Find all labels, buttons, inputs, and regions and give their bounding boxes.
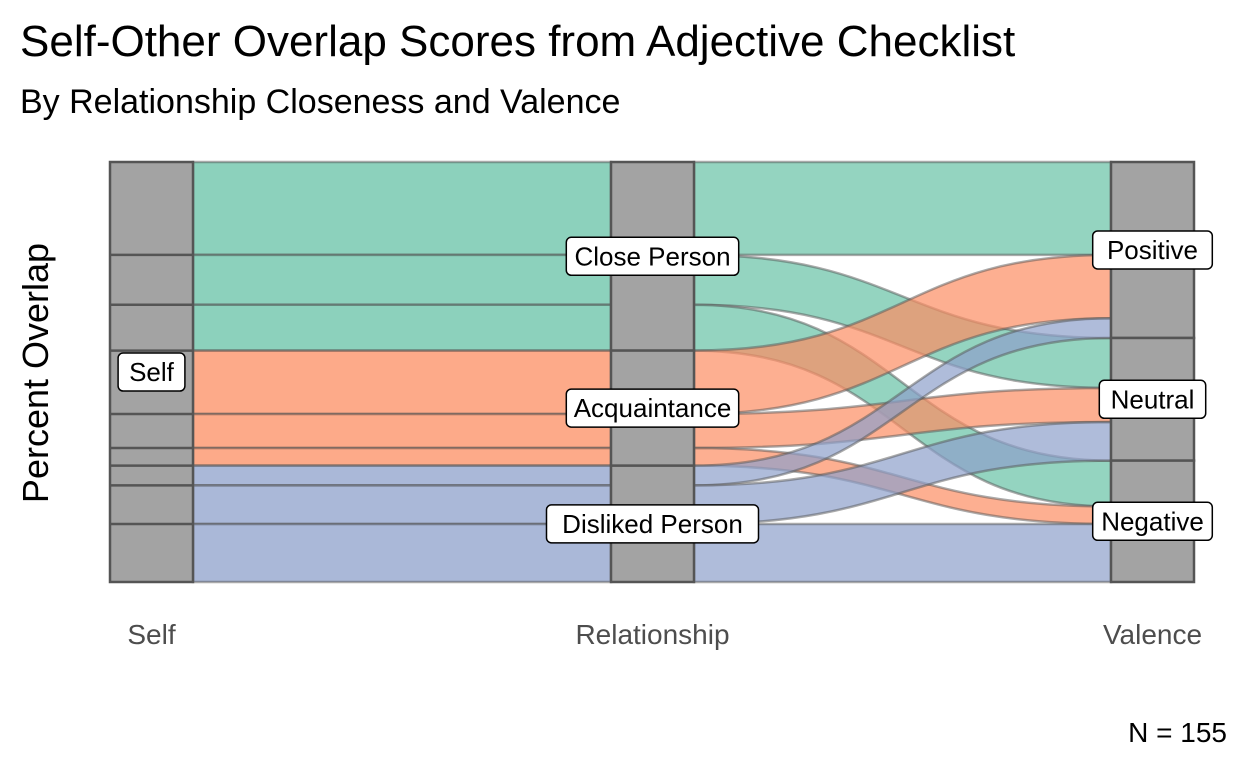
stratum-label-box bbox=[545, 504, 760, 544]
stratum-label-box bbox=[1091, 230, 1214, 270]
chart-subtitle: By Relationship Closeness and Valence bbox=[20, 83, 620, 121]
stratum-label-acquaintance: Acquaintance bbox=[565, 388, 740, 428]
x-tick-label-self: Self bbox=[127, 619, 175, 650]
stratum-label-close-person: Close Person bbox=[565, 236, 740, 277]
stratum-label-positive: Positive bbox=[1091, 230, 1214, 270]
stratum-label-text-self: Self bbox=[129, 357, 175, 387]
stratum-label-text-acquaintance: Acquaintance bbox=[574, 393, 732, 423]
y-axis-label: Percent Overlap bbox=[15, 243, 56, 503]
stratum-label-box bbox=[565, 236, 740, 277]
stratum-label-box bbox=[565, 388, 740, 428]
stratum-label-text-close-person: Close Person bbox=[574, 241, 730, 271]
flow-self-acquaintance-positive bbox=[191, 349, 613, 416]
x-axis-labels: Self Relationship Valence bbox=[127, 619, 1202, 650]
flows-layer bbox=[191, 160, 1113, 584]
flow-close-person-to-positive bbox=[692, 160, 1113, 257]
x-tick-label-valence: Valence bbox=[1103, 619, 1202, 650]
flow-self-close-person-positive bbox=[191, 160, 613, 257]
stratum-label-box bbox=[117, 352, 186, 392]
flow-self-acquaintance-neutral bbox=[191, 412, 613, 450]
flow-self-close-person-negative bbox=[191, 303, 613, 352]
stratum-labels-layer: Self Close Person Acquaintance Disliked Per… bbox=[117, 230, 1214, 544]
stratum-label-box bbox=[1098, 379, 1207, 420]
stratum-label-text-disliked-person: Disliked Person bbox=[562, 509, 743, 539]
stratum-label-disliked-person: Disliked Person bbox=[545, 504, 760, 544]
stratum-label-box bbox=[1091, 501, 1214, 542]
flow-self-close-person-neutral bbox=[191, 253, 613, 307]
stratum-label-negative: Negative bbox=[1091, 501, 1214, 542]
stratum-label-self: Self bbox=[117, 352, 186, 392]
x-tick-label-relationship: Relationship bbox=[575, 619, 729, 650]
flow-self-disliked-person-positive bbox=[191, 464, 613, 487]
stratum-label-text-positive: Positive bbox=[1107, 235, 1198, 265]
chart-title: Self-Other Overlap Scores from Adjective… bbox=[20, 17, 1015, 66]
chart-caption: N = 155 bbox=[1128, 717, 1227, 748]
stratum-label-text-negative: Negative bbox=[1101, 506, 1204, 536]
stratum-label-neutral: Neutral bbox=[1098, 379, 1207, 420]
flow-self-acquaintance-negative bbox=[191, 446, 613, 467]
stratum-label-text-neutral: Neutral bbox=[1111, 384, 1195, 414]
